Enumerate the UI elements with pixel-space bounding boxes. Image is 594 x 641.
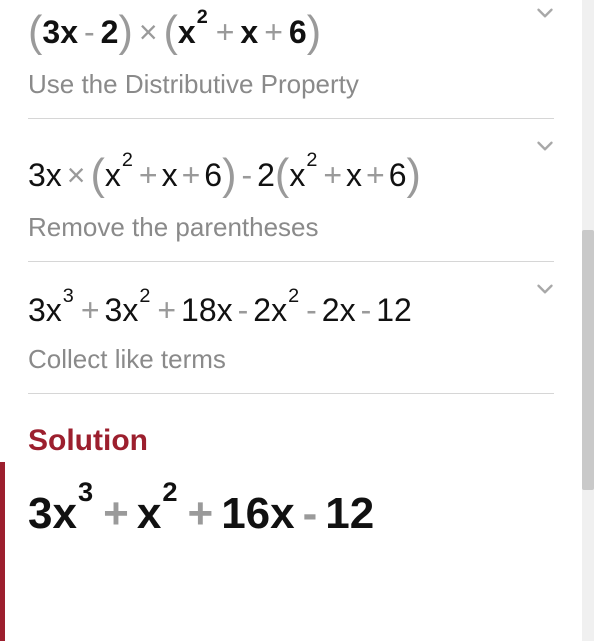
solution-expression: 3x3+x2+16x-12 <box>28 458 554 544</box>
chevron-down-icon[interactable] <box>532 133 558 159</box>
step-3-expression: 3x3+3x2+18x-2x2-2x-12 <box>28 270 554 334</box>
solution-heading: Solution <box>28 394 554 458</box>
step-2-expression: 3x×(x2+x+6)-2(x2+x+6) <box>28 127 554 202</box>
step-2-instruction: Remove the parentheses <box>28 202 554 243</box>
steps-container: (3x-2)×(x2+x+6) Use the Distributive Pro… <box>0 0 582 641</box>
step-2[interactable]: 3x×(x2+x+6)-2(x2+x+6) Remove the parenth… <box>28 119 554 262</box>
scrollbar-thumb[interactable] <box>582 230 594 490</box>
step-1-expression: (3x-2)×(x2+x+6) <box>28 8 554 59</box>
solution-accent-bar <box>0 462 5 641</box>
step-1-instruction: Use the Distributive Property <box>28 59 554 100</box>
step-1[interactable]: (3x-2)×(x2+x+6) Use the Distributive Pro… <box>28 0 554 119</box>
scrollbar-track[interactable] <box>582 0 594 641</box>
step-3[interactable]: 3x3+3x2+18x-2x2-2x-12 Collect like terms <box>28 262 554 394</box>
chevron-down-icon[interactable] <box>532 0 558 26</box>
step-3-instruction: Collect like terms <box>28 334 554 375</box>
chevron-down-icon[interactable] <box>532 276 558 302</box>
